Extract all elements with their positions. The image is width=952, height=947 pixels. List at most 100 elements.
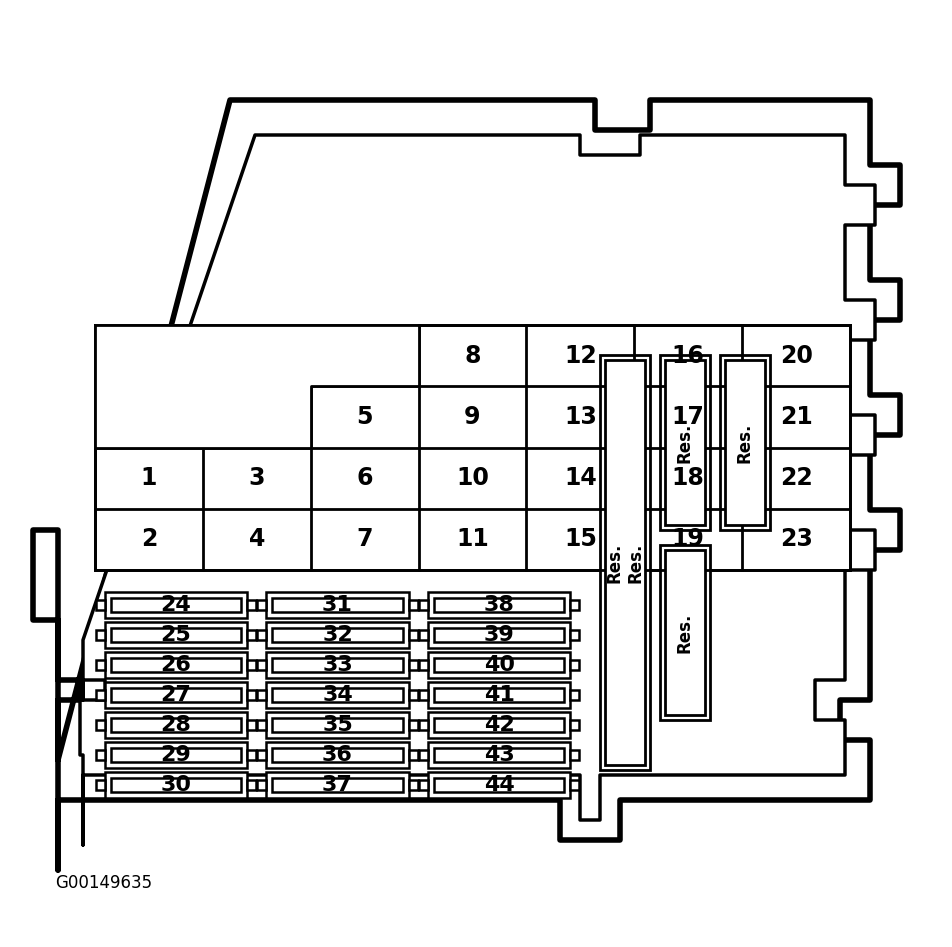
Text: 16: 16 xyxy=(671,344,704,367)
Text: 19: 19 xyxy=(671,527,704,551)
Text: Res.: Res. xyxy=(675,422,693,463)
Bar xyxy=(272,629,402,642)
Text: 40: 40 xyxy=(484,655,514,675)
Text: 18: 18 xyxy=(671,466,704,491)
Text: 24: 24 xyxy=(160,595,191,615)
Bar xyxy=(408,630,417,640)
Text: 23: 23 xyxy=(779,527,812,551)
Text: 7: 7 xyxy=(356,527,372,551)
Text: 10: 10 xyxy=(456,466,488,491)
Bar xyxy=(95,660,105,670)
Bar xyxy=(95,600,105,610)
Bar xyxy=(272,748,402,761)
Bar xyxy=(433,599,564,612)
Bar xyxy=(267,742,408,768)
Text: 12: 12 xyxy=(564,344,596,367)
Bar xyxy=(419,600,427,610)
Bar xyxy=(724,360,764,525)
Bar xyxy=(267,593,408,617)
Bar xyxy=(427,593,569,617)
Text: 2: 2 xyxy=(141,527,157,551)
Text: 42: 42 xyxy=(484,715,514,735)
Bar xyxy=(600,355,649,770)
Text: 29: 29 xyxy=(160,745,191,765)
Bar xyxy=(267,683,408,707)
Bar xyxy=(419,690,427,700)
Text: 11: 11 xyxy=(456,527,488,551)
Bar xyxy=(105,742,247,768)
Bar xyxy=(408,660,417,670)
Bar xyxy=(569,780,579,790)
Bar xyxy=(433,658,564,671)
Text: 39: 39 xyxy=(484,625,514,645)
Bar xyxy=(105,622,247,648)
Bar xyxy=(247,690,256,700)
Bar xyxy=(257,690,267,700)
Text: 21: 21 xyxy=(779,405,812,429)
Bar xyxy=(105,773,247,797)
Text: 37: 37 xyxy=(322,775,352,795)
Bar xyxy=(110,719,241,732)
Bar xyxy=(257,660,267,670)
Text: 44: 44 xyxy=(484,775,514,795)
Text: 14: 14 xyxy=(564,466,596,491)
Bar xyxy=(419,660,427,670)
Text: 13: 13 xyxy=(564,405,596,429)
Text: 34: 34 xyxy=(322,685,352,705)
Bar xyxy=(110,629,241,642)
Bar xyxy=(257,630,267,640)
Bar xyxy=(272,599,402,612)
Bar xyxy=(605,360,645,765)
Bar xyxy=(427,712,569,738)
Text: 15: 15 xyxy=(564,527,596,551)
Text: Res.: Res. xyxy=(675,613,693,652)
Bar xyxy=(257,600,267,610)
Bar xyxy=(408,690,417,700)
Bar xyxy=(272,688,402,702)
Bar xyxy=(110,599,241,612)
Text: 28: 28 xyxy=(160,715,191,735)
Bar xyxy=(95,630,105,640)
Bar xyxy=(110,658,241,671)
Text: 17: 17 xyxy=(671,405,704,429)
Bar xyxy=(569,630,579,640)
Bar xyxy=(267,622,408,648)
Bar xyxy=(720,355,769,530)
Text: 31: 31 xyxy=(322,595,352,615)
Text: 35: 35 xyxy=(322,715,352,735)
Bar xyxy=(247,660,256,670)
Text: Res.
Res.: Res. Res. xyxy=(605,543,644,582)
Bar xyxy=(419,750,427,760)
Polygon shape xyxy=(95,325,418,448)
Bar xyxy=(433,629,564,642)
Bar xyxy=(419,630,427,640)
Bar xyxy=(660,355,709,530)
Bar xyxy=(272,778,402,792)
Text: 30: 30 xyxy=(160,775,191,795)
Bar xyxy=(408,780,417,790)
Bar xyxy=(569,690,579,700)
Bar xyxy=(247,630,256,640)
Bar xyxy=(427,742,569,768)
Bar xyxy=(110,748,241,761)
Bar xyxy=(105,683,247,707)
Bar xyxy=(427,652,569,678)
Bar xyxy=(247,600,256,610)
Text: 5: 5 xyxy=(356,405,372,429)
Text: 38: 38 xyxy=(484,595,514,615)
Bar xyxy=(433,719,564,732)
Text: 8: 8 xyxy=(464,344,480,367)
Text: 1: 1 xyxy=(141,466,157,491)
Bar xyxy=(267,773,408,797)
Text: 3: 3 xyxy=(248,466,265,491)
Bar xyxy=(247,720,256,730)
Bar xyxy=(664,550,704,715)
Text: 20: 20 xyxy=(779,344,812,367)
Bar xyxy=(408,720,417,730)
Text: 41: 41 xyxy=(484,685,514,705)
Text: 9: 9 xyxy=(464,405,480,429)
Bar xyxy=(257,750,267,760)
Bar xyxy=(95,325,849,570)
Bar xyxy=(419,720,427,730)
Text: Res.: Res. xyxy=(735,422,753,463)
